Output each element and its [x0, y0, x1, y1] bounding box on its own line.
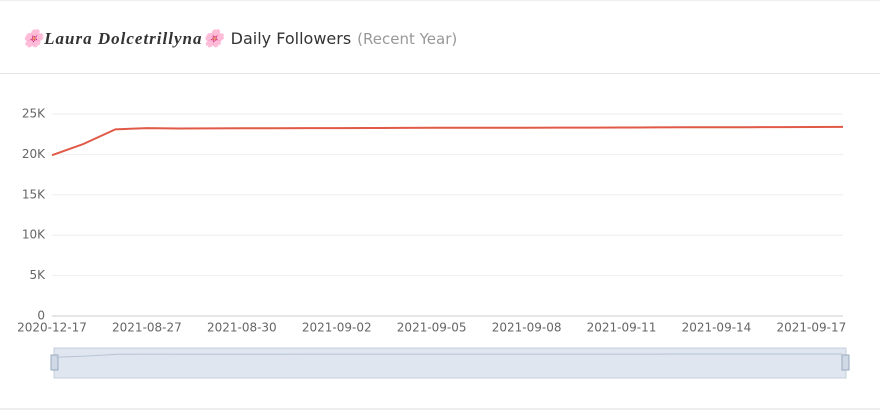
- zoom-handle[interactable]: [841, 354, 850, 371]
- zoom-handle[interactable]: [50, 354, 59, 371]
- x-tick-label: 2021-09-17: [776, 321, 846, 335]
- footer-border: [0, 408, 880, 410]
- zoom-slider[interactable]: [53, 347, 847, 379]
- series-line: [51, 125, 844, 157]
- header: 🌸Laura Dolcetrillyna🌸 Daily Followers (Rec…: [0, 0, 880, 74]
- y-tick-label: 25K: [22, 107, 46, 121]
- account-name: 🌸Laura Dolcetrillyna🌸: [22, 29, 225, 48]
- x-tick-label: 2021-09-11: [587, 321, 657, 335]
- chart: 0 5K 10K 15K 20K 25K 2020-12-17 2021-08-27 2021-…: [17, 107, 850, 379]
- y-tick-label: 5K: [29, 268, 46, 282]
- period-note: (Recent Year): [357, 30, 458, 48]
- chart-subtitle: Daily Followers: [230, 29, 352, 48]
- y-tick-label: 20K: [22, 147, 46, 161]
- x-tick-label: 2021-09-14: [682, 321, 752, 335]
- y-tick-label: 0: [37, 309, 45, 323]
- x-tick-label: 2021-09-02: [302, 321, 372, 335]
- y-tick-label: 15K: [22, 187, 46, 201]
- x-tick-label: 2021-08-30: [207, 321, 277, 335]
- x-tick-label: 2020-12-17: [17, 321, 87, 335]
- overview-line: [55, 353, 842, 358]
- y-tick-label: 10K: [22, 228, 46, 242]
- x-tick-label: 2021-08-27: [112, 321, 182, 335]
- x-tick-label: 2021-09-05: [397, 321, 467, 335]
- x-tick-label: 2021-09-08: [492, 321, 562, 335]
- title: 🌸Laura Dolcetrillyna🌸 Daily Followers (Rec…: [22, 29, 457, 49]
